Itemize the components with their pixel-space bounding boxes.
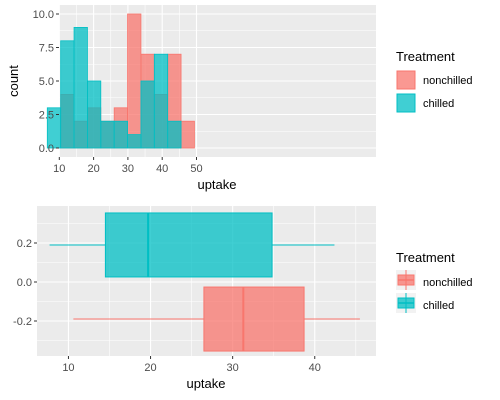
histogram-y-tick-label: 0.0 (39, 143, 54, 155)
boxplot-x-tick-label: 30 (227, 362, 239, 374)
histogram-legend-swatch-nonchilled (396, 70, 416, 90)
histogram-legend-label-chilled: chilled (423, 98, 454, 110)
histogram-bar-chilled (73, 26, 88, 149)
boxplot-x-tick-label: 10 (62, 362, 74, 374)
histogram-bar-chilled (60, 40, 75, 149)
boxplot-chart: 10 20 30 40 0.2 0.0 -0.2 uptake Treatment non… (13, 206, 473, 391)
boxplot-y-tick-label: 0.2 (17, 238, 32, 250)
histogram-legend-label-nonchilled: nonchilled (423, 75, 473, 87)
histogram-bar-chilled (140, 80, 155, 149)
boxplot-legend-title: Treatment (396, 250, 455, 265)
boxplot-boxes (49, 212, 360, 352)
histogram-bar-chilled (87, 80, 102, 149)
boxplot-x-tick-label: 20 (144, 362, 156, 374)
boxplot-legend-label-nonchilled: nonchilled (423, 277, 473, 289)
histogram-bar-chilled (113, 120, 128, 149)
boxplot-y-ticks: 0.2 0.0 -0.2 (13, 238, 37, 328)
boxplot-x-axis-title: uptake (186, 376, 225, 391)
histogram-x-tick-label: 30 (122, 163, 134, 175)
histogram-gridlines (41, 5, 376, 157)
boxplot-y-tick-label: -0.2 (13, 316, 32, 328)
boxplot-x-ticks: 10 20 30 40 (62, 356, 321, 374)
histogram-bars (46, 13, 195, 149)
boxplot-box-nonchilled (203, 286, 305, 352)
histogram-legend-swatch-chilled (396, 93, 416, 113)
histogram-bar-chilled (153, 53, 169, 149)
histogram-bar-chilled (167, 120, 182, 149)
histogram-x-tick-label: 50 (190, 163, 202, 175)
histogram-bar-chilled (100, 120, 115, 149)
histogram-y-tick-label: 10.0 (33, 9, 54, 21)
histogram-y-ticks: 0.0 2.5 5.0 7.5 10.0 (33, 9, 59, 155)
histogram-x-tick-label: 10 (53, 163, 65, 175)
histogram-y-tick-label: 2.5 (39, 110, 54, 122)
histogram-x-ticks: 10 20 30 40 50 (53, 157, 203, 175)
histogram-y-tick-label: 5.0 (39, 76, 54, 88)
histogram-chart: 10 20 30 40 50 0.0 2.5 5.0 7.5 10.0 uptake count… (6, 5, 473, 192)
boxplot-y-tick-label: 0.0 (17, 277, 32, 289)
histogram-x-tick-label: 40 (156, 163, 168, 175)
histogram-x-axis-title: uptake (197, 177, 236, 192)
histogram-y-tick-label: 7.5 (39, 43, 54, 55)
histogram-x-tick-label: 20 (87, 163, 99, 175)
boxplot-legend-key-chilled (396, 293, 416, 313)
histogram-bar-nonchilled (180, 120, 195, 149)
histogram-y-axis-title: count (6, 65, 21, 97)
boxplot-x-tick-label: 40 (309, 362, 321, 374)
boxplot-legend: Treatment nonchilled chilled (396, 250, 473, 313)
histogram-legend-title: Treatment (396, 49, 455, 64)
histogram-bar-chilled (127, 134, 142, 149)
histogram-legend: Treatment nonchilled chilled (396, 49, 473, 113)
boxplot-legend-key-nonchilled (396, 270, 416, 290)
histogram-bar-nonchilled (127, 13, 142, 149)
boxplot-box-chilled (104, 212, 273, 278)
boxplot-legend-label-chilled: chilled (423, 300, 454, 312)
